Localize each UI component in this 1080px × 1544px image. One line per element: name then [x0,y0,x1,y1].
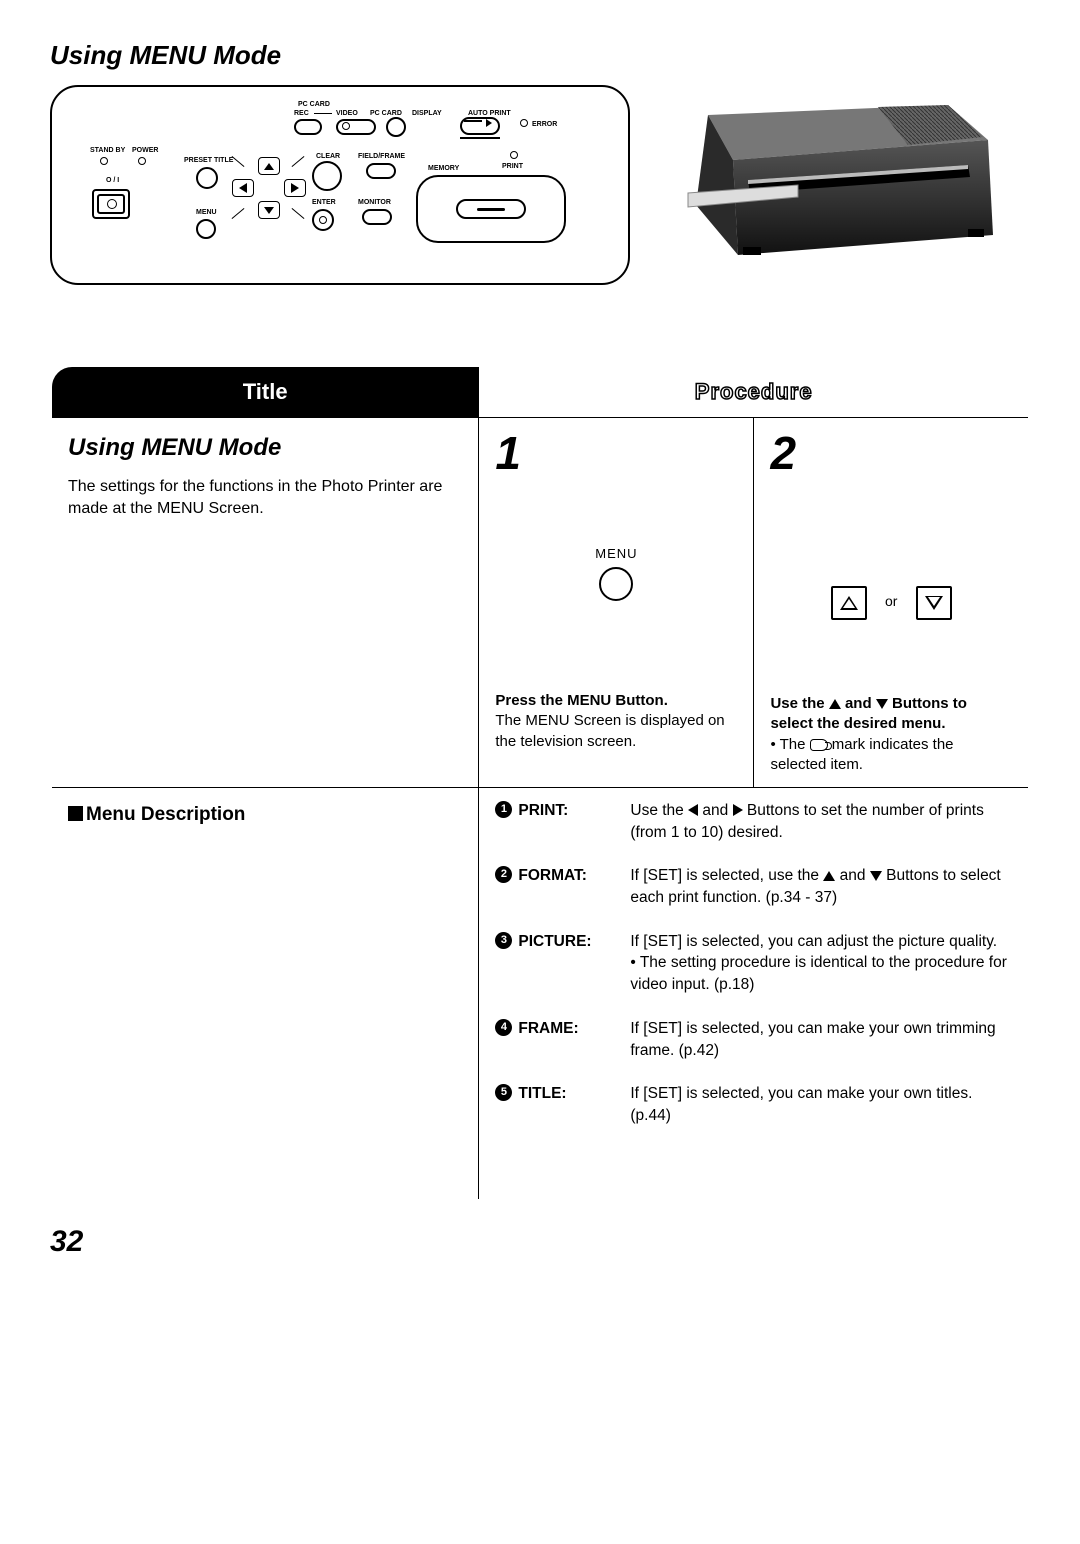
instruction-table: Title Procedure Using MENU Mode The sett… [50,365,1030,1201]
label-enter: ENTER [312,199,336,206]
label-video: VIDEO [336,110,358,117]
menu-item-format: 2FORMAT: If [SET] is selected, use the a… [495,865,1012,908]
label-rec: REC [294,110,309,117]
label-clear: CLEAR [316,153,340,160]
label-presettitle: PRESET TITLE [184,157,233,164]
standby-led [100,157,108,165]
label-error: ERROR [532,121,557,128]
label-memory: MEMORY [428,165,459,172]
header-title: Title [51,366,479,418]
error-led [520,119,528,127]
printer-photo [648,85,1008,265]
label-menu: MENU [196,209,217,216]
step-1-cell: 1 MENU Press the MENU Button. The MENU S… [479,418,754,788]
menu-description-heading-cell: Menu Description [51,788,479,1200]
menu-button [196,219,216,239]
preset-title-button [196,167,218,189]
clear-button [312,161,342,191]
print-led [510,151,518,159]
down-button-icon [916,586,952,620]
step-2-cell: 2 or Use the and Buttons to select the d… [754,418,1029,788]
menu-item-print: 1PRINT: Use the and Buttons to set the n… [495,800,1012,843]
menu-item-title: 5TITLE: If [SET] is selected, you can ma… [495,1083,1012,1126]
memory-print-ring [416,175,566,243]
power-switch [92,189,130,219]
step-2-number: 2 [770,430,1012,476]
page-number: 32 [50,1225,1030,1259]
page-title: Using MENU Mode [50,40,1030,71]
label-monitor: MONITOR [358,199,391,206]
control-panel-diagram: PC CARD REC VIDEO PC CARD DISPLAY AUTO P… [50,85,630,285]
step-2-diagram: or [770,586,1012,620]
header-procedure: Procedure [479,366,1029,418]
title-cell: Using MENU Mode The settings for the fun… [51,418,479,788]
menu-item-picture: 3PICTURE: If [SET] is selected, you can … [495,931,1012,996]
enter-button [312,209,334,231]
menu-description-body-cell: 1PRINT: Use the and Buttons to set the n… [479,788,1029,1200]
nav-up [258,157,280,175]
label-pccard2: PC CARD [370,110,402,117]
top-illustration-row: PC CARD REC VIDEO PC CARD DISPLAY AUTO P… [50,85,1030,285]
label-print: PRINT [502,163,523,170]
fieldframe-button [366,163,396,179]
section-body: The settings for the functions in the Ph… [68,476,462,519]
nav-down [258,201,280,219]
menu-description-heading: Menu Description [68,804,462,826]
label-autoprint: AUTO PRINT [468,110,511,117]
label-display: DISPLAY [412,110,442,117]
monitor-button [362,209,392,225]
step-2-text: Use the and Buttons to select the desire… [770,694,1012,775]
step-1-diagram: MENU [495,546,737,601]
menu-item-frame: 4FRAME: If [SET] is selected, you can ma… [495,1018,1012,1061]
power-led [138,157,146,165]
display-button [386,117,406,137]
rec-button [294,119,322,135]
step-1-number: 1 [495,430,737,476]
or-label: or [885,593,897,609]
menu-diagram-label: MENU [495,546,737,561]
label-standby: STAND BY [90,147,125,154]
label-pccard: PC CARD [298,101,330,108]
label-fieldframe: FIELD/FRAME [358,153,405,160]
nav-right [284,179,306,197]
menu-description-list: 1PRINT: Use the and Buttons to set the n… [495,800,1012,1127]
step-1-text: Press the MENU Button. The MENU Screen i… [495,691,737,752]
pointer-icon [810,739,828,751]
label-power: POWER [132,147,158,154]
menu-round-button-icon [599,567,633,601]
label-io: O / I [106,177,119,184]
up-button-icon [831,586,867,620]
nav-left [232,179,254,197]
section-heading: Using MENU Mode [68,434,462,462]
